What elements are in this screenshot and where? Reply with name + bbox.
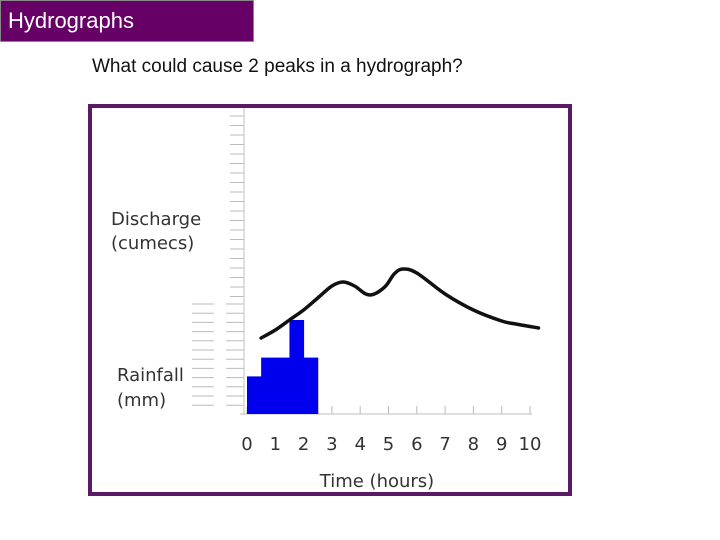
x-tick-label: 8 <box>468 434 479 455</box>
slide-title: Hydrographs <box>8 8 134 33</box>
x-tick-label: 7 <box>439 434 450 455</box>
discharge-line <box>259 267 541 340</box>
rainfall-bar <box>247 376 262 414</box>
rainfall-label-line-1: Rainfall <box>117 365 184 386</box>
x-tick-label: 10 <box>519 434 542 455</box>
slide-question: What could cause 2 peaks in a hydrograph… <box>92 56 463 77</box>
slide-title-box: Hydrographs <box>0 0 254 42</box>
x-tick-label: 5 <box>383 434 394 455</box>
x-tick-label: 1 <box>270 434 281 455</box>
hydrograph-chart-frame: 0 1 2 3 4 5 6 7 8 9 10 Discharge (cumecs) Rainfall… <box>88 104 572 496</box>
x-axis-tick-labels: 0 1 2 3 4 5 6 7 8 9 10 <box>241 434 541 455</box>
rainfall-label-line-2: (mm) <box>117 390 166 411</box>
rainfall-bars <box>247 320 319 414</box>
hydrograph-chart: 0 1 2 3 4 5 6 7 8 9 10 Discharge (cumecs) Rainfall… <box>111 108 541 492</box>
rainfall-bar <box>261 357 276 414</box>
x-tick-label: 0 <box>241 434 252 455</box>
discharge-label-line-1: Discharge <box>111 209 201 230</box>
rainfall-bar <box>275 357 290 414</box>
rainfall-bar <box>303 357 319 414</box>
x-tick-label: 4 <box>354 434 365 455</box>
x-axis-title: Time (hours) <box>319 471 434 492</box>
rainfall-bar <box>289 320 305 414</box>
x-tick-label: 3 <box>326 434 337 455</box>
x-tick-label: 6 <box>411 434 422 455</box>
y-axis-ticks <box>192 115 244 406</box>
x-tick-label: 9 <box>496 434 507 455</box>
discharge-label-line-2: (cumecs) <box>111 233 194 254</box>
x-tick-label: 2 <box>298 434 309 455</box>
